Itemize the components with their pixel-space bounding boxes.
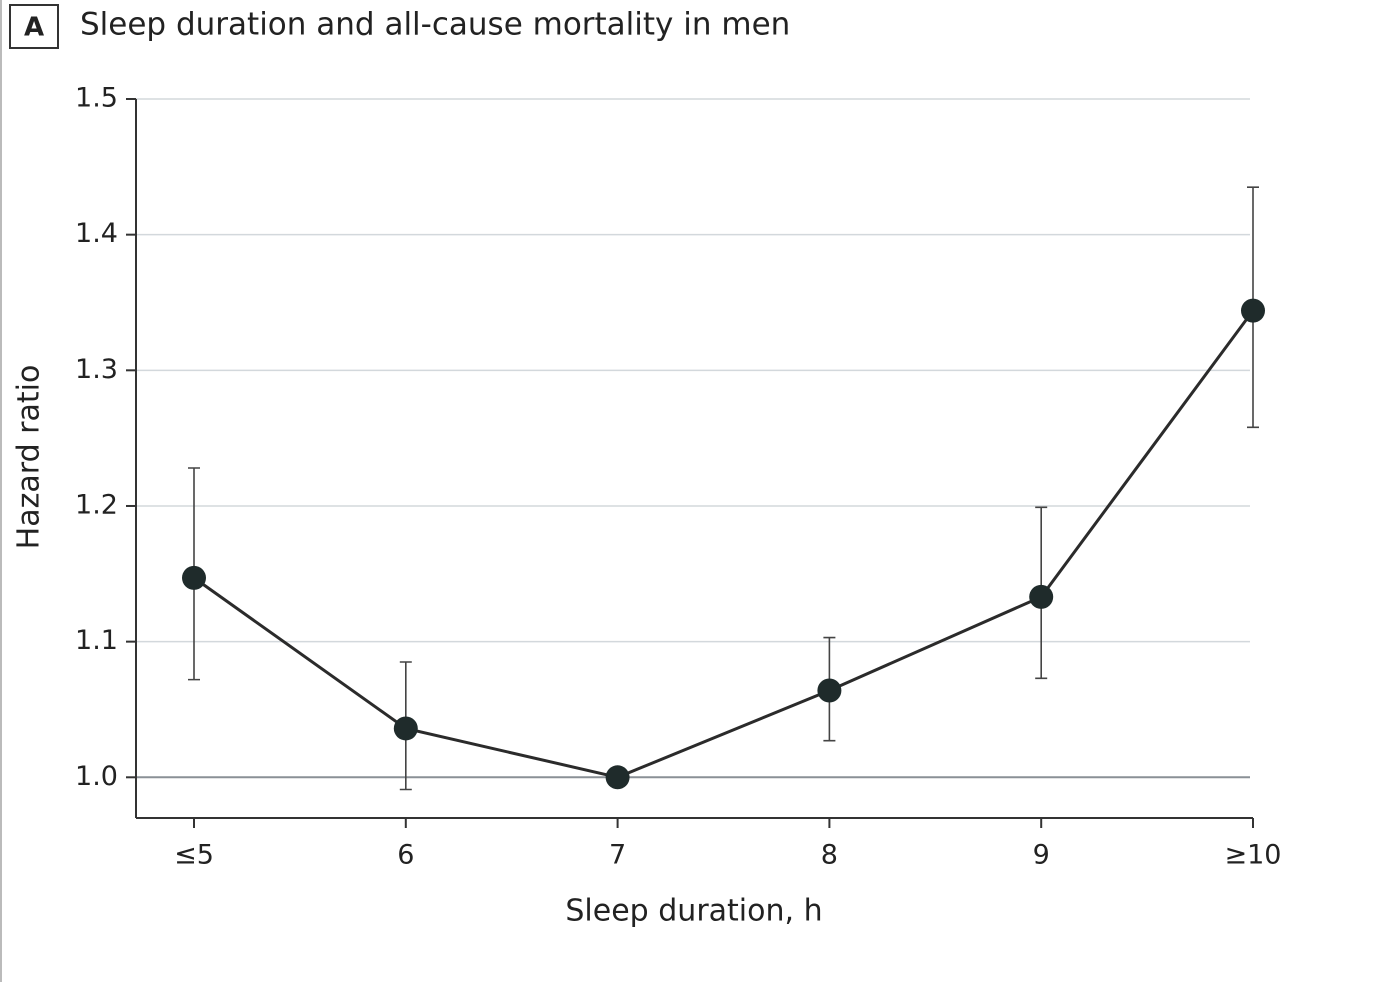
- y-tick-label: 1.0: [75, 761, 118, 792]
- x-tick-label: ≤5: [174, 840, 214, 871]
- data-point: [1029, 584, 1054, 609]
- data-line: [193, 309, 1255, 779]
- y-tick-label: 1.1: [75, 625, 118, 656]
- y-tick-label: 1.3: [75, 354, 118, 385]
- x-tick-label: 6: [397, 840, 414, 871]
- chart-title: Sleep duration and all-cause mortality i…: [80, 7, 790, 43]
- x-tick-label: 7: [609, 840, 626, 871]
- y-axis-label: Hazard ratio: [12, 365, 47, 550]
- x-tick-label: 8: [821, 840, 838, 871]
- y-tick-label: 1.2: [75, 489, 118, 520]
- data-point: [817, 678, 842, 703]
- y-tick-label: 1.5: [75, 83, 118, 114]
- data-point: [393, 716, 418, 741]
- x-tick-label: 9: [1033, 840, 1050, 871]
- data-point: [605, 765, 630, 790]
- panel-box: [9, 4, 59, 49]
- data-point: [1241, 298, 1265, 323]
- x-tick-label: ≥10: [1225, 840, 1282, 871]
- panel-label: A: [24, 13, 44, 43]
- data-point: [182, 565, 206, 590]
- y-tick-label: 1.4: [75, 218, 118, 249]
- x-axis-label: Sleep duration, h: [565, 894, 822, 929]
